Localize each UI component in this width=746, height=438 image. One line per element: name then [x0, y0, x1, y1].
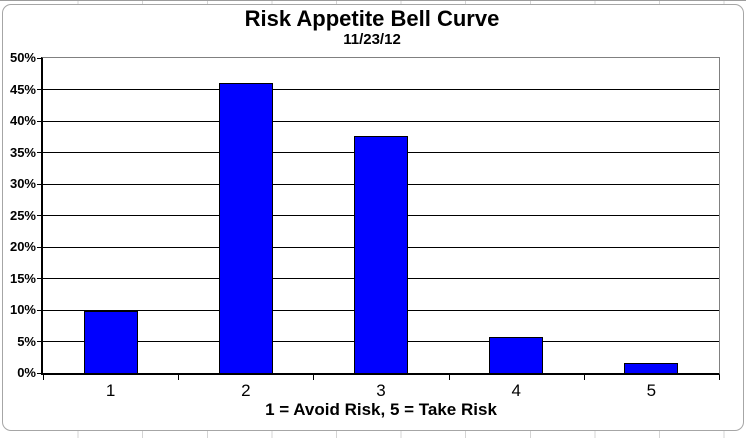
x-axis-tick	[583, 375, 585, 380]
spreadsheet-gridlines-bottom	[0, 431, 746, 438]
y-axis-tick	[37, 309, 43, 311]
bar-category-3[interactable]	[354, 135, 408, 373]
y-axis-label: 25%	[9, 207, 36, 223]
chart-subtitle: 11/23/12	[343, 31, 401, 48]
x-axis-tick	[43, 375, 44, 380]
y-axis-label: 15%	[9, 270, 36, 286]
x-axis-label: 3	[376, 381, 386, 400]
x-axis-tick	[448, 375, 450, 380]
y-axis-label: 20%	[9, 239, 36, 254]
y-axis-label: 5%	[17, 333, 36, 349]
y-axis-tick	[37, 57, 43, 59]
x-axis-tick	[313, 375, 315, 380]
y-axis-tick	[37, 278, 43, 279]
y-gridline	[43, 89, 719, 90]
y-axis-tick	[37, 152, 43, 153]
x-axis-tick	[178, 375, 180, 380]
y-axis-label: 50%	[9, 50, 36, 65]
x-axis-title: 1 = Avoid Risk, 5 = Take Risk	[265, 400, 497, 419]
y-axis-label: 45%	[9, 81, 36, 97]
x-axis-label: 2	[241, 381, 251, 400]
y-axis-label: 40%	[9, 113, 36, 128]
bar-category-5[interactable]	[624, 363, 679, 373]
y-axis-label: 30%	[9, 176, 36, 191]
y-axis-label: 10%	[9, 302, 36, 317]
y-axis-tick	[37, 183, 43, 185]
y-axis-label: 0%	[17, 365, 36, 380]
y-axis-tick	[37, 372, 43, 374]
bar-category-2[interactable]	[218, 83, 273, 373]
x-axis-label: 4	[511, 381, 521, 400]
y-gridline	[43, 120, 719, 122]
bar-category-4[interactable]	[489, 336, 544, 373]
y-axis-tick	[37, 341, 43, 342]
y-axis-tick	[37, 120, 43, 122]
plot-area	[41, 57, 720, 375]
y-axis-tick	[37, 89, 43, 90]
y-axis-tick	[37, 246, 43, 248]
spreadsheet-gridlines-top	[0, 0, 746, 6]
y-axis-label: 35%	[9, 144, 36, 160]
x-axis-tick	[719, 375, 720, 380]
x-axis-label: 1	[105, 381, 116, 400]
bar-category-1[interactable]	[83, 310, 138, 373]
chart-title: Risk Appetite Bell Curve	[244, 6, 500, 31]
y-axis-tick	[37, 215, 43, 216]
x-axis-label: 5	[646, 381, 657, 400]
